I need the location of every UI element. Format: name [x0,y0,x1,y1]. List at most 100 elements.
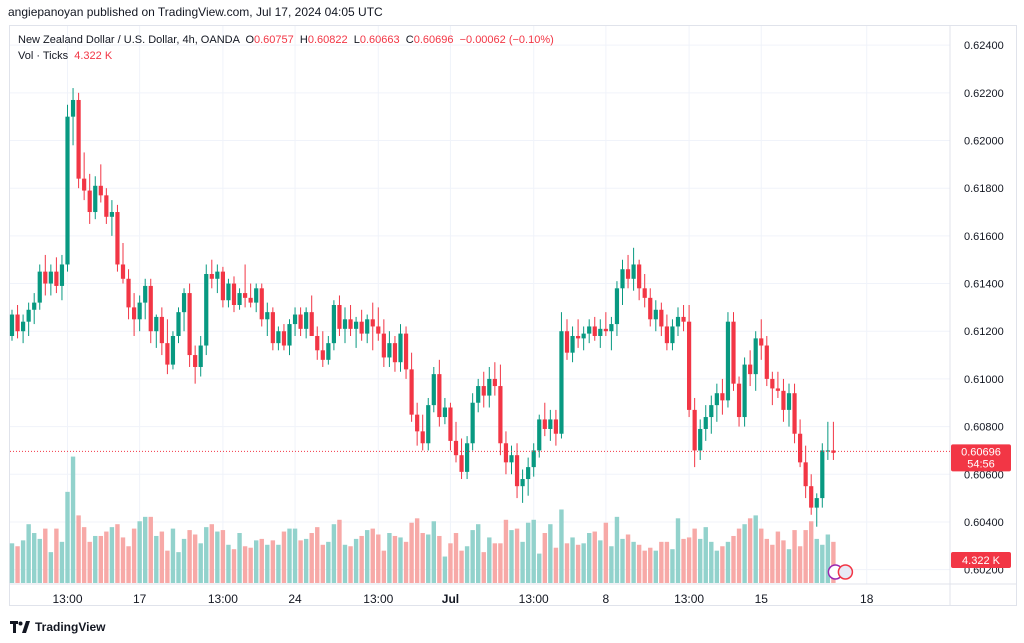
candle [187,283,192,367]
time-tick-label: 13:00 [52,592,82,606]
volume-bar [714,550,720,583]
candle [792,383,797,444]
candle [620,259,625,305]
candle-body [509,455,514,463]
volume-bar [786,549,792,583]
volume-bar [675,518,681,583]
volume-bar [320,544,325,583]
volume-bar [376,534,381,583]
volume-bar [365,530,370,583]
volume-bar [803,530,808,583]
candle-body [620,269,625,289]
candle [220,266,225,308]
candle-body [143,285,148,303]
candle-body [614,288,620,325]
volume-bar [215,531,220,583]
candle [370,302,375,351]
candle-body [481,386,486,396]
candle-body [520,479,525,487]
volume-bar [442,556,448,583]
volume-bar [459,550,464,583]
open-label: O [245,34,254,46]
volume-bar [254,540,259,583]
candle [115,204,120,272]
candle [548,409,553,441]
candle [770,371,775,406]
last-price-tag [951,444,1011,472]
candle [487,366,492,408]
candle [592,316,597,341]
volume-bar [709,541,714,583]
last-volume-label: 4.322 K [962,555,1001,567]
volume-bar [242,546,248,583]
volume-bar [592,531,597,583]
candle [287,319,292,356]
candle-body [675,316,681,327]
volume-bar [581,543,586,583]
time-tick-label: 13:00 [363,592,393,606]
candle [587,319,592,344]
volume-bar [159,531,165,583]
candle [209,259,214,289]
low-value: 0.60663 [359,34,400,46]
candle [26,302,31,336]
candle-body [176,312,181,336]
candle-body [231,283,237,305]
price-tick-label: 0.60800 [964,422,1004,434]
volume-bar [426,534,431,583]
time-tick-label: 18 [860,592,874,606]
volume-bar [59,541,65,583]
candle-body [492,378,497,387]
price-tick-label: 0.61200 [964,326,1004,338]
volume-bar [309,533,314,583]
volume-bar [420,533,425,583]
candle [564,319,570,360]
candle [514,443,520,499]
candle-body [48,271,53,284]
footer-brand[interactable]: TradingView [10,620,105,634]
volume-bar [15,546,20,583]
volume-bar [648,547,653,583]
volume-bar [725,541,731,583]
candle-body [648,297,653,320]
volume-bar [115,524,120,583]
candle [48,264,53,296]
candle [725,312,731,408]
candle-body [820,450,825,499]
candle-body [720,393,725,401]
candle [170,331,176,370]
us-flag-event-icon [837,564,854,580]
candle [598,319,603,348]
candle-body [637,264,642,289]
candle [398,324,403,372]
time-tick-label: 24 [288,592,302,606]
candle-body [298,314,303,329]
candle [498,364,503,456]
price-axis: 0.62400 0.62200 0.62000 0.61800 0.61600 0.614… [964,40,1004,576]
candle [420,414,425,451]
price-tick-label: 0.60600 [964,469,1004,481]
volume-bar [81,527,87,583]
candle [21,314,26,344]
candle [337,295,342,336]
price-tick-label: 0.62200 [964,88,1004,100]
volume-bar [636,544,642,583]
time-tick-label: 13:00 [519,592,549,606]
volume-bar [87,541,92,583]
candle-body [503,443,509,463]
volume-bar [131,528,137,583]
candle-body [292,314,298,325]
candle [798,419,803,468]
candle [753,331,758,391]
candle-body [409,369,414,415]
candle [431,366,436,413]
candle [176,307,181,344]
candle [664,314,669,351]
candle [736,376,742,427]
volume-bar [342,544,348,583]
high-value: 0.60822 [307,34,348,46]
volume-bar [337,519,342,583]
candle [320,331,325,367]
volume-bar [431,521,436,583]
